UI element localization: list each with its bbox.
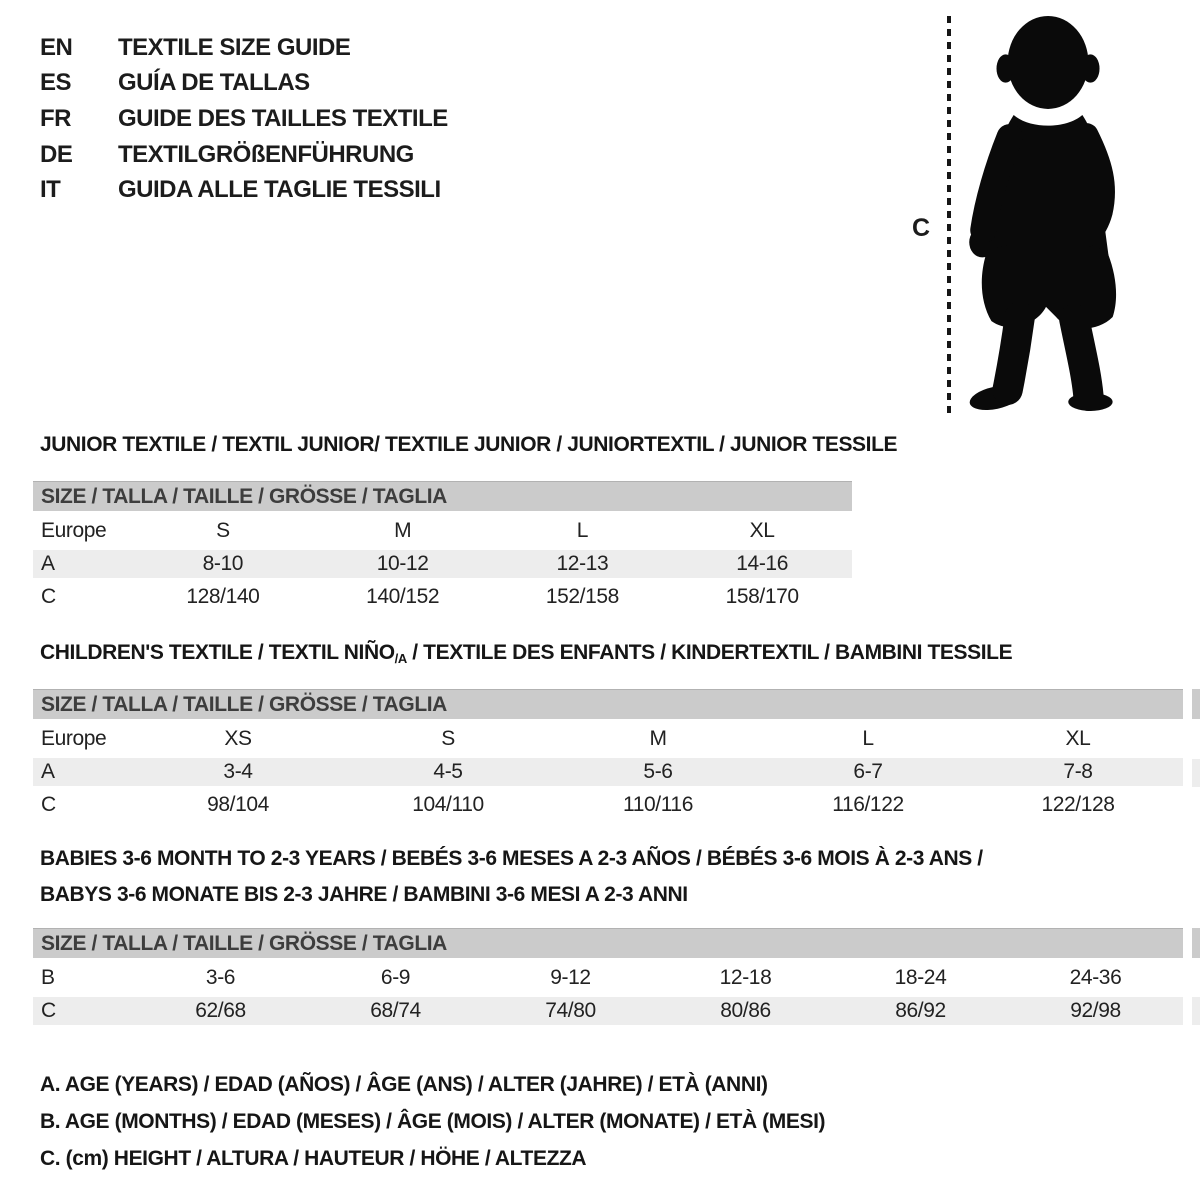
language-code: DE	[40, 140, 73, 168]
legend-line-a: A. AGE (YEARS) / EDAD (AÑOS) / ÂGE (ANS)…	[40, 1073, 768, 1096]
table-row: Europe XS S M L XL	[33, 725, 1183, 753]
table-row: A 8-10 10-12 12-13 14-16	[33, 550, 852, 578]
table-cell: S	[441, 727, 455, 750]
measure-label-c: C	[912, 214, 931, 242]
language-title: TEXTILE SIZE GUIDE	[118, 33, 351, 61]
table-cell: 140/152	[366, 585, 440, 608]
table-cell: 5-6	[643, 760, 673, 783]
language-code: IT	[40, 176, 61, 204]
babies-section-heading-line1: BABIES 3-6 MONTH TO 2-3 YEARS / BEBÉS 3-…	[40, 847, 983, 870]
legend-line-b: B. AGE (MONTHS) / EDAD (MESES) / ÂGE (MO…	[40, 1110, 826, 1133]
table-cell: XL	[1065, 727, 1091, 750]
table-cell: M	[649, 727, 667, 750]
children-heading-text: CHILDREN'S TEXTILE / TEXTIL NIÑO	[40, 641, 395, 664]
table-cell: 92/98	[1070, 999, 1121, 1022]
table-cell: 98/104	[207, 793, 269, 816]
children-heading-text: / TEXTILE DES ENFANTS / KINDERTEXTIL / B…	[406, 641, 1013, 664]
language-row: FR GUIDE DES TAILLES TEXTILE	[40, 101, 448, 137]
table-cell: 18-24	[894, 966, 947, 989]
row-label: Europe	[41, 727, 107, 750]
row-edge-sliver	[1192, 759, 1200, 787]
table-cell: S	[216, 519, 230, 542]
table-cell: 14-16	[736, 552, 788, 575]
table-cell: 86/92	[895, 999, 946, 1022]
table-cell: 152/158	[545, 585, 620, 608]
table-cell: 6-7	[853, 760, 883, 783]
babies-section-heading-line2: BABYS 3-6 MONATE BIS 2-3 JAHRE / BAMBINI…	[40, 883, 688, 906]
row-label: A	[41, 552, 55, 575]
children-size-table: SIZE / TALLA / TAILLE / GRÖSSE / TAGLIA …	[33, 689, 1183, 824]
table-cell: XL	[749, 519, 775, 542]
row-label: A	[41, 760, 55, 783]
band-edge-sliver	[1192, 689, 1200, 719]
language-code: EN	[40, 33, 73, 61]
language-row: EN TEXTILE SIZE GUIDE	[40, 30, 448, 66]
table-cell: 110/116	[623, 793, 693, 816]
table-cell: 9-12	[550, 966, 591, 989]
height-measure-dashed-line	[947, 16, 951, 416]
size-band: SIZE / TALLA / TAILLE / GRÖSSE / TAGLIA	[33, 689, 1183, 719]
language-code: FR	[40, 104, 72, 132]
babies-size-table: SIZE / TALLA / TAILLE / GRÖSSE / TAGLIA …	[33, 928, 1183, 1030]
language-title: GUIDE DES TAILLES TEXTILE	[118, 104, 448, 132]
table-cell: 6-9	[380, 966, 411, 989]
table-cell: 116/122	[832, 793, 904, 816]
measurement-legend: A. AGE (YEARS) / EDAD (AÑOS) / ÂGE (ANS)…	[40, 1066, 826, 1177]
table-row: A 3-4 4-5 5-6 6-7 7-8	[33, 758, 1183, 786]
language-title: GUIDA ALLE TAGLIE TESSILI	[118, 176, 441, 204]
table-row: C 98/104 104/110 110/116 116/122 122/128	[33, 791, 1183, 819]
junior-size-table: SIZE / TALLA / TAILLE / GRÖSSE / TAGLIA …	[33, 481, 852, 616]
table-cell: L	[862, 727, 874, 750]
table-cell: 62/68	[195, 999, 246, 1022]
size-band: SIZE / TALLA / TAILLE / GRÖSSE / TAGLIA	[33, 481, 852, 511]
language-row: DE TEXTILGRÖßENFÜHRUNG	[40, 137, 448, 173]
language-title: GUÍA DE TALLAS	[118, 69, 310, 97]
language-row: IT GUIDA ALLE TAGLIE TESSILI	[40, 172, 448, 208]
size-band: SIZE / TALLA / TAILLE / GRÖSSE / TAGLIA	[33, 928, 1183, 958]
row-label: C	[41, 793, 56, 816]
children-section-heading: CHILDREN'S TEXTILE / TEXTIL NIÑO/A / TEX…	[40, 641, 1013, 666]
table-cell: 80/86	[720, 999, 771, 1022]
table-cell: 12-18	[719, 966, 772, 989]
junior-section-heading: JUNIOR TEXTILE / TEXTIL JUNIOR/ TEXTILE …	[40, 433, 898, 456]
table-row: C 62/68 68/74 74/80 80/86 86/92 92/98	[33, 997, 1183, 1025]
toddler-silhouette-icon	[969, 16, 1117, 411]
table-cell: 12-13	[556, 552, 609, 575]
table-row: B 3-6 6-9 9-12 12-18 18-24 24-36	[33, 964, 1183, 992]
table-row: Europe S M L XL	[33, 517, 852, 545]
table-cell: 158/170	[725, 585, 800, 608]
table-cell: 7-8	[1063, 760, 1093, 783]
table-cell: 3-4	[223, 760, 253, 783]
table-cell: M	[394, 519, 412, 542]
table-cell: 128/140	[186, 585, 260, 608]
row-label: B	[41, 966, 55, 989]
table-cell: 3-6	[205, 966, 236, 989]
table-cell: 8-10	[202, 552, 244, 575]
table-cell: L	[576, 519, 589, 542]
table-cell: 10-12	[376, 552, 429, 575]
children-heading-subscript: /A	[394, 651, 408, 666]
legend-line-c: C. (cm) HEIGHT / ALTURA / HAUTEUR / HÖHE…	[40, 1147, 587, 1170]
row-edge-sliver	[1192, 997, 1200, 1025]
language-row: ES GUÍA DE TALLAS	[40, 66, 448, 102]
table-cell: 104/110	[412, 793, 484, 816]
row-label: C	[41, 999, 56, 1022]
table-cell: 68/74	[370, 999, 421, 1022]
table-cell: 122/128	[1041, 793, 1115, 816]
table-cell: 24-36	[1069, 966, 1122, 989]
row-label: C	[41, 585, 56, 608]
band-edge-sliver	[1192, 928, 1200, 958]
table-cell: 4-5	[433, 760, 463, 783]
row-label: Europe	[41, 519, 107, 542]
table-cell: 74/80	[545, 999, 596, 1022]
language-code: ES	[40, 69, 72, 97]
table-row: C 128/140 140/152 152/158 158/170	[33, 583, 852, 611]
table-cell: XS	[224, 727, 252, 750]
language-title: TEXTILGRÖßENFÜHRUNG	[118, 140, 414, 168]
language-title-list: EN TEXTILE SIZE GUIDE ES GUÍA DE TALLAS …	[40, 30, 448, 208]
